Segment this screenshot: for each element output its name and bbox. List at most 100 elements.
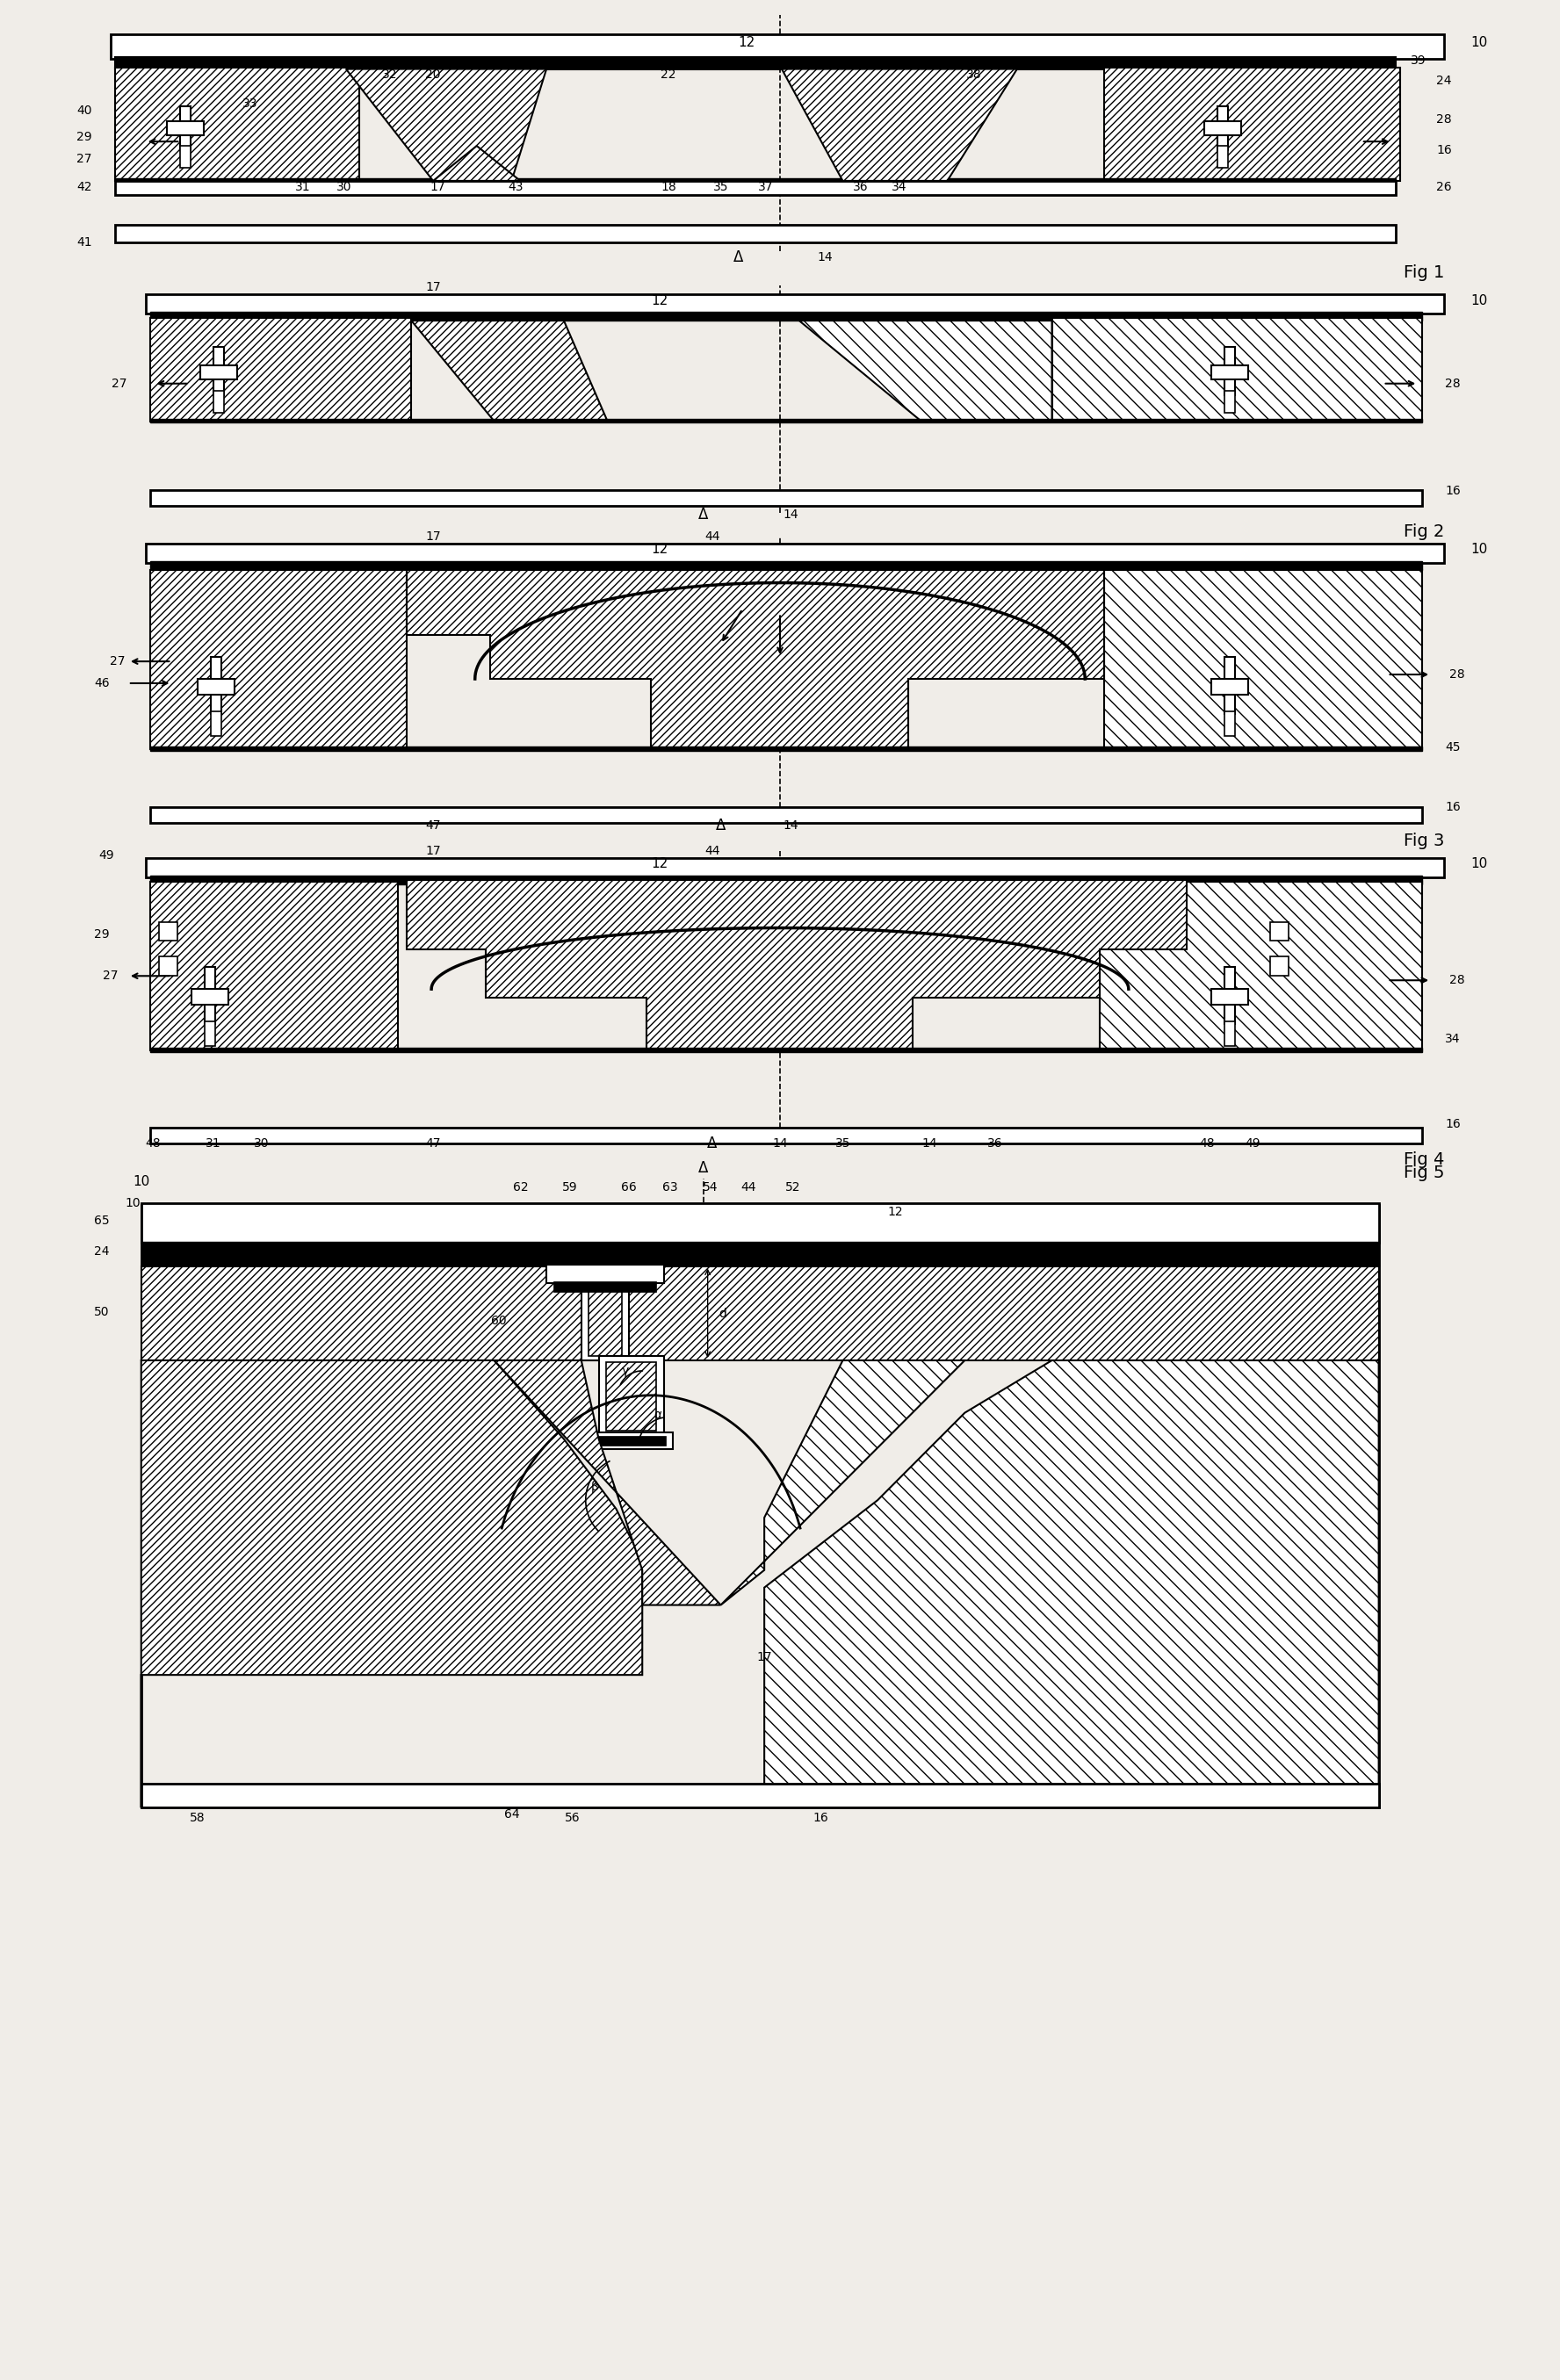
Text: 28: 28 (1437, 114, 1452, 126)
Text: 31: 31 (206, 1138, 222, 1150)
Bar (1225, 347, 1236, 395)
Text: 14: 14 (783, 819, 799, 831)
Text: 36: 36 (987, 1138, 1003, 1150)
Bar (546, 1264, 665, 1283)
Bar (150, 1128, 1423, 1145)
Text: 64: 64 (504, 1809, 519, 1821)
Polygon shape (434, 145, 521, 181)
Text: 10: 10 (1471, 36, 1487, 50)
Text: 14: 14 (922, 1138, 938, 1150)
Text: 37: 37 (758, 181, 774, 193)
Text: 16: 16 (1437, 145, 1452, 157)
Text: 49: 49 (98, 850, 114, 862)
Text: 12: 12 (651, 857, 668, 871)
Bar (167, 121, 204, 136)
Text: 17: 17 (757, 1652, 772, 1664)
Bar (115, 181, 1396, 195)
Text: Δ: Δ (733, 250, 743, 267)
Text: 41: 41 (76, 236, 92, 248)
Text: 10: 10 (1471, 295, 1487, 307)
Text: 28: 28 (1445, 378, 1460, 390)
Text: 20: 20 (426, 69, 441, 81)
Text: 31: 31 (295, 181, 310, 193)
Text: 29: 29 (94, 928, 109, 940)
Text: 14: 14 (772, 1138, 788, 1150)
Text: 16: 16 (1445, 486, 1460, 497)
Bar (1270, 957, 1289, 976)
Text: d: d (719, 1309, 727, 1321)
Text: 58: 58 (190, 1811, 206, 1825)
Bar (150, 747, 1423, 750)
Polygon shape (721, 1361, 964, 1604)
Polygon shape (764, 1361, 1379, 1809)
Polygon shape (346, 69, 546, 181)
Bar (1217, 107, 1228, 150)
Bar (214, 347, 225, 395)
Bar (150, 876, 1423, 885)
Text: 24: 24 (1437, 74, 1452, 86)
Bar (1225, 712, 1236, 735)
Bar (115, 67, 359, 181)
Text: 49: 49 (1245, 1138, 1260, 1150)
Text: Fig 4: Fig 4 (1404, 1152, 1445, 1169)
Text: 43: 43 (509, 181, 524, 193)
Text: 16: 16 (1445, 1119, 1460, 1130)
Bar (142, 1242, 1379, 1266)
Text: 10: 10 (125, 1197, 140, 1209)
Bar (590, 1433, 672, 1449)
Text: 17: 17 (429, 181, 445, 193)
Bar (150, 319, 412, 421)
Text: 28: 28 (1449, 973, 1465, 985)
Text: Fig 5: Fig 5 (1404, 1164, 1445, 1180)
Bar (1212, 678, 1248, 695)
Bar (150, 1047, 1423, 1052)
Text: 60: 60 (491, 1314, 507, 1328)
Text: 17: 17 (426, 845, 441, 857)
Text: 29: 29 (76, 131, 92, 143)
Text: 12: 12 (738, 36, 755, 50)
Bar (554, 1283, 657, 1292)
Text: 12: 12 (651, 295, 668, 307)
Text: 40: 40 (76, 105, 92, 117)
Text: 32: 32 (382, 69, 398, 81)
Bar (150, 419, 1423, 424)
Bar (145, 857, 1445, 878)
Polygon shape (782, 69, 1017, 181)
Text: 35: 35 (835, 1138, 850, 1150)
Text: 17: 17 (426, 531, 441, 543)
Bar (1204, 121, 1242, 136)
Bar (1270, 921, 1289, 940)
Text: 45: 45 (1445, 740, 1460, 752)
Text: 14: 14 (817, 252, 833, 264)
Text: 33: 33 (242, 98, 257, 109)
Text: 10: 10 (133, 1176, 150, 1188)
Text: 34: 34 (892, 181, 906, 193)
Bar (1225, 390, 1236, 412)
Text: 10: 10 (1471, 543, 1487, 557)
Text: 47: 47 (426, 819, 441, 831)
Text: 44: 44 (741, 1180, 757, 1192)
Text: 39: 39 (1410, 55, 1426, 67)
Text: 54: 54 (702, 1180, 718, 1192)
Bar (115, 224, 1396, 243)
Bar (181, 145, 190, 167)
Bar (204, 1021, 215, 1045)
Text: Δ: Δ (699, 1161, 708, 1176)
Text: α: α (654, 1409, 661, 1421)
Bar (1225, 657, 1236, 714)
Text: β: β (591, 1480, 597, 1492)
Bar (597, 1435, 666, 1447)
Bar (599, 1357, 665, 1435)
Text: 59: 59 (562, 1180, 577, 1192)
Text: 28: 28 (1449, 669, 1465, 681)
Text: Fig 3: Fig 3 (1404, 833, 1445, 850)
Polygon shape (495, 1361, 721, 1604)
Bar (150, 562, 1423, 569)
Bar (181, 107, 190, 150)
Bar (588, 1273, 622, 1357)
Bar (214, 390, 225, 412)
Bar (111, 33, 1445, 60)
Text: 48: 48 (1200, 1138, 1215, 1150)
Text: 30: 30 (337, 181, 353, 193)
Polygon shape (407, 569, 1104, 750)
